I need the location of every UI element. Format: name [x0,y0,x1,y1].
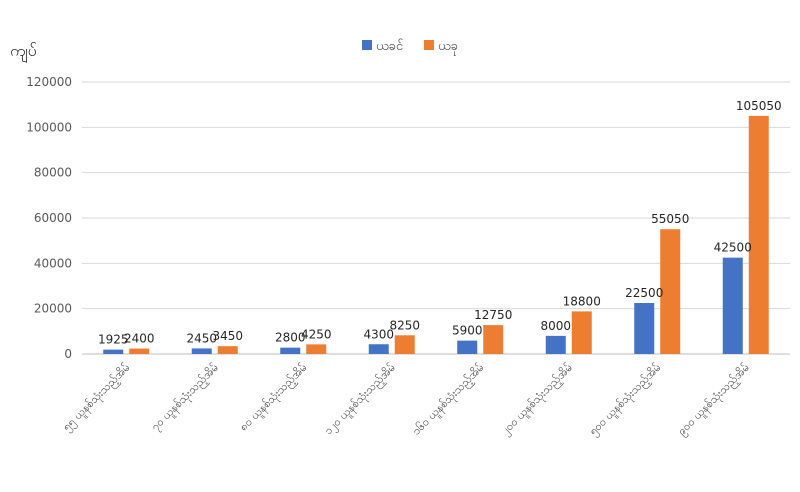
category-label: ၉၀၀ ယူနစ်သုံးသည့်အိမ် [675,361,753,439]
bar-previous [280,347,301,354]
y-tick-label: 0 [64,347,72,361]
data-label: 105050 [736,99,782,113]
category-label: ၅၀၀ ယူနစ်သုံးသည့်အိမ် [587,361,665,439]
bar-current [660,229,681,354]
legend: ယခင် ယခု [362,38,458,56]
category-label: ၈၀ ယူနစ်သုံးသည့်အိမ် [237,361,311,435]
data-label: 2400 [124,332,155,346]
bar-current [483,325,504,354]
y-tick-label: 120000 [26,75,72,89]
bar-previous [368,344,389,354]
gridlines [82,81,790,355]
data-label: 4250 [301,327,332,341]
y-tick-label: 40000 [34,256,72,270]
y-tick-label: 100000 [26,120,72,134]
bar-previous [103,349,124,354]
data-label: 4300 [363,327,394,341]
y-tick-label: 80000 [34,166,72,180]
bar-current [306,344,327,354]
category-label: ၅၅ ယူနစ်သုံးသည့်အိမ် [60,361,134,435]
data-label: 55050 [651,212,689,226]
category-label: ၁၂၀ ယူနစ်သုံးသည့်အိမ် [322,361,400,439]
data-label: 8000 [540,319,571,333]
bars [103,115,769,355]
data-label: 22500 [625,286,663,300]
data-label: 8250 [389,318,420,332]
bar-previous [722,257,743,354]
data-label: 2800 [275,331,306,345]
bar-previous [191,348,212,354]
bar-previous [457,340,478,354]
y-tick-label: 60000 [34,211,72,225]
data-label: 1925 [98,333,129,347]
data-label: 3450 [212,329,243,343]
legend-label: ယခင် [376,38,404,54]
y-tick-label: 20000 [34,302,72,316]
legend-label: ယခု [438,39,458,56]
category-label: ၇၀ ယူနစ်သုံးသည့်အိမ် [148,361,222,435]
data-label: 18800 [563,294,601,308]
category-label: ၁၆၀ ယူနစ်သုံးသည့်အိမ် [410,361,488,439]
data-label: 5900 [452,324,483,338]
bar-current [571,311,592,354]
bar-previous [634,303,655,354]
bar-current [748,115,769,355]
data-label: 2450 [186,331,217,345]
y-axis: 0 20000 40000 60000 80000 100000 120000 [26,75,72,361]
legend-swatch [424,40,434,50]
bar-previous [545,335,566,354]
x-axis: ၅၅ ယူနစ်သုံးသည့်အိမ် ၇၀ ယူနစ်သုံးသည့်အိမ်… [60,361,753,439]
unit-label: ကျပ် [10,41,37,63]
data-label: 42500 [714,241,752,255]
bar-current [217,346,238,354]
data-label: 12750 [474,308,512,322]
bar-current [394,335,415,354]
category-label: ၂၀၀ ယူနစ်သုံးသည့်အိမ် [499,361,577,439]
bar-current [129,348,150,354]
legend-swatch [362,40,372,50]
